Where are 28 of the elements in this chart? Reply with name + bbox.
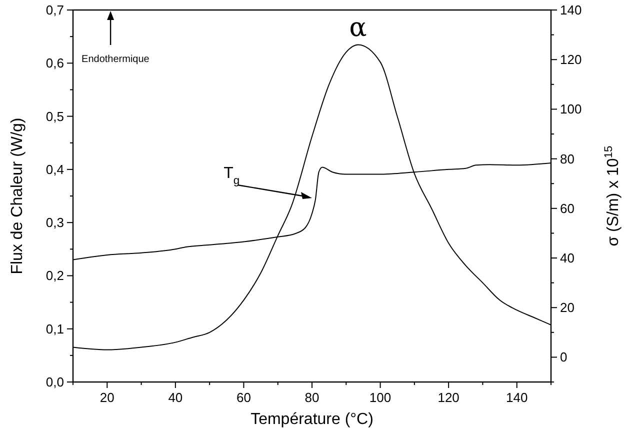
y-tick-label: 0,2: [46, 268, 64, 284]
x-tick-label: 20: [100, 390, 114, 405]
y2-tick-label: 140: [560, 2, 582, 18]
y-tick-label: 0,3: [46, 215, 64, 230]
y2-tick-label: 0: [560, 350, 568, 365]
x-tick-label: 100: [369, 390, 392, 405]
y2-tick-label: 40: [560, 250, 574, 266]
x-tick-label: 60: [236, 390, 251, 405]
y2-tick-label: 60: [560, 200, 574, 216]
annotation: Endothermique: [82, 54, 150, 65]
x-tick-label: 80: [304, 390, 320, 405]
y-tick-label: 0,4: [46, 162, 64, 177]
x-tick-label: 140: [506, 390, 528, 405]
y-tick-label: 0,6: [46, 56, 64, 71]
y-axis-title: Flux de Chaleur (W/g): [9, 118, 26, 274]
x-axis-title: Température (°C): [250, 411, 374, 428]
y-tick-label: 0,7: [46, 2, 64, 18]
annotation: T$_{g}$: [224, 165, 240, 187]
y-tick-label: 0,5: [46, 108, 64, 124]
y2-tick-label: 80: [560, 151, 574, 166]
annotation: α: [349, 13, 367, 43]
x-tick-label: 120: [438, 390, 460, 405]
y-tick-label: 0,1: [46, 321, 64, 336]
y2-tick-label: 120: [560, 52, 582, 68]
y2-tick-label: 20: [560, 300, 574, 316]
x-tick-label: 40: [168, 390, 183, 405]
y-tick-label: 0,0: [46, 374, 64, 390]
y2-tick-label: 100: [560, 102, 582, 117]
